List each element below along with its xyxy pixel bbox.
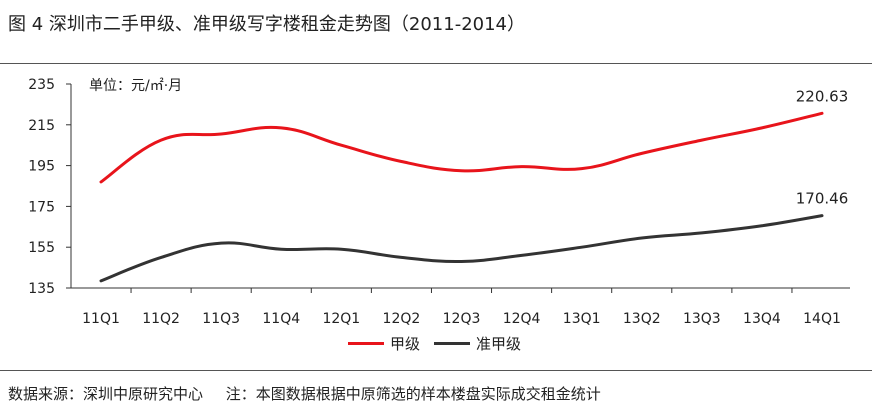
data-point <box>700 139 703 142</box>
data-point <box>700 231 703 234</box>
data-point <box>580 167 583 170</box>
data-point <box>160 256 163 259</box>
data-point <box>400 160 403 163</box>
x-tick-label: 11Q4 <box>262 311 300 327</box>
data-point <box>280 126 283 129</box>
source-text: 数据来源：深圳中原研究中心 <box>8 385 204 403</box>
data-point <box>821 112 824 115</box>
legend-label-series-1: 甲级 <box>390 335 421 353</box>
data-point <box>520 165 523 168</box>
y-tick-label: 235 <box>28 77 55 93</box>
x-tick-label: 13Q3 <box>683 311 721 327</box>
x-tick-label: 12Q4 <box>503 311 541 327</box>
data-point <box>460 169 463 172</box>
y-unit-label: 单位：元/㎡·月 <box>89 78 182 94</box>
x-tick-label: 11Q3 <box>202 311 240 327</box>
x-tick-label: 13Q1 <box>563 311 601 327</box>
y-tick-label: 195 <box>28 159 55 175</box>
series-line-2 <box>99 214 824 283</box>
data-point <box>220 132 223 135</box>
data-point <box>400 256 403 259</box>
legend-item-series-1: 甲级 <box>348 333 420 354</box>
x-tick-label: 12Q3 <box>443 311 481 327</box>
legend-label-series-2: 准甲级 <box>476 335 522 353</box>
note-text: 注：本图数据根据中原筛选的样本楼盘实际成交租金统计 <box>225 385 601 403</box>
data-point <box>460 260 463 263</box>
bottom-rule <box>0 370 872 371</box>
x-tick-label: 11Q2 <box>142 311 180 327</box>
x-tick-label: 14Q1 <box>803 311 841 327</box>
top-rule <box>0 63 872 64</box>
source-line: 数据来源：深圳中原研究中心 注：本图数据根据中原筛选的样本楼盘实际成交租金统计 <box>8 383 601 404</box>
line-chart: 135 155 175 195 215 235 11Q1 11Q2 11Q3 11Q4 12Q1 12… <box>28 77 850 327</box>
y-tick-label: 215 <box>28 118 55 134</box>
legend-swatch-series-2 <box>434 342 471 345</box>
x-tick-label: 11Q1 <box>82 311 120 327</box>
y-tick-label: 155 <box>28 240 55 256</box>
data-point <box>100 180 103 183</box>
chart-title: 图 4 深圳市二手甲级、准甲级写字楼租金走势图（2011-2014） <box>8 14 526 35</box>
data-label-series-1: 220.63 <box>796 87 849 105</box>
legend: 甲级 准甲级 <box>348 333 521 354</box>
y-tick-label: 175 <box>28 199 55 215</box>
y-tick-label: 135 <box>28 281 55 297</box>
data-point <box>160 139 163 142</box>
data-label-series-2: 170.46 <box>796 190 849 208</box>
data-point <box>100 279 103 282</box>
data-point <box>821 214 824 217</box>
data-point <box>340 248 343 251</box>
x-tick-label: 13Q4 <box>743 311 781 327</box>
x-tick-label: 13Q2 <box>623 311 661 327</box>
data-point <box>340 144 343 147</box>
series-line-1 <box>99 111 824 184</box>
data-point <box>760 224 763 227</box>
legend-item-series-2: 准甲级 <box>434 333 521 354</box>
data-point <box>760 126 763 129</box>
data-point <box>280 248 283 251</box>
data-point <box>640 152 643 155</box>
data-point <box>520 254 523 257</box>
legend-swatch-series-1 <box>348 342 384 345</box>
x-tick-label: 12Q1 <box>322 311 360 327</box>
data-point <box>640 237 643 240</box>
data-point <box>220 242 223 245</box>
data-point <box>580 246 583 249</box>
x-tick-label: 12Q2 <box>383 311 421 327</box>
